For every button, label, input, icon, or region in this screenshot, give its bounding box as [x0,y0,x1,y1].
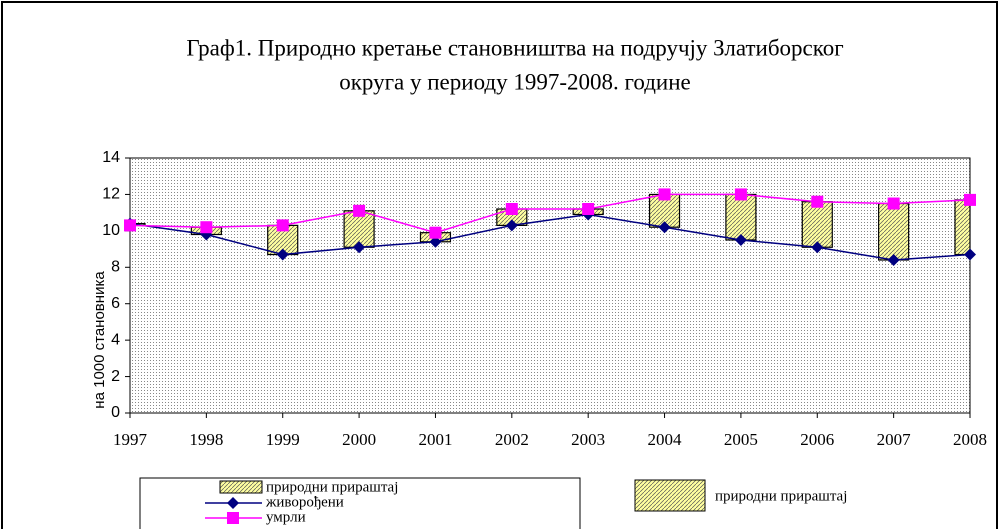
legend-label: природни прираштај [715,488,847,504]
x-tick-label: 2006 [800,430,834,449]
diamond-marker [887,254,900,266]
legend-label: умрли [266,509,306,525]
drop-bar [878,202,910,261]
square-marker [429,226,442,239]
x-tick-label: 2005 [724,430,758,449]
diamond-marker [276,248,289,261]
square-marker [582,203,595,215]
square-marker [658,188,671,201]
legend-label: природни прираштај [266,479,398,495]
x-tick-label: 1999 [266,430,300,449]
y-tick-label: 10 [102,222,120,239]
x-tick-label: 1997 [113,430,148,449]
square-marker [887,197,900,210]
drop-bar [954,199,971,256]
y-tick-label: 14 [102,149,120,166]
x-tick-label: 2000 [342,430,376,449]
x-tick-label: 2008 [953,430,987,449]
plot-area [129,157,971,414]
chart-title: Граф1. Природно кретање становништва на … [186,35,843,60]
drop-bar [801,201,833,248]
square-marker [505,203,518,215]
square-marker [124,219,136,232]
diamond-marker [353,241,366,254]
drop-bar [343,210,375,248]
x-tick-label: 2002 [495,430,529,449]
square-marker [734,188,747,201]
legend-swatch [219,480,263,494]
diamond-marker [811,241,824,254]
square-marker [811,195,824,208]
square-marker [353,204,366,217]
square-marker [964,193,976,206]
diamond-marker [429,235,442,248]
x-tick-label: 2007 [877,430,912,449]
x-tick-label: 2004 [648,430,683,449]
diamond-marker [964,248,976,261]
y-tick-label: 6 [111,295,120,312]
y-tick-label: 4 [111,331,120,348]
legend-marker [227,497,239,509]
legend-label: живорођени [265,494,344,510]
legend-swatch [634,479,706,512]
drop-bar [725,193,757,241]
diamond-marker [658,221,671,234]
square-marker [200,221,213,234]
x-tick-label: 2001 [418,430,452,449]
y-tick-label: 0 [111,404,120,421]
series-line [129,193,971,234]
y-tick-label: 8 [111,259,120,276]
diamond-marker [505,219,518,232]
y-axis-label: на 1000 становника [91,271,108,409]
square-marker [276,219,289,232]
y-tick-label: 2 [111,368,120,385]
x-tick-label: 1998 [189,430,223,449]
diamond-marker [734,233,747,246]
y-tick-label: 12 [102,186,120,203]
x-tick-label: 2003 [571,430,605,449]
chart-title: округа у периоду 1997-2008. године [339,69,691,94]
legend-marker [227,512,239,524]
series-line [129,213,971,261]
